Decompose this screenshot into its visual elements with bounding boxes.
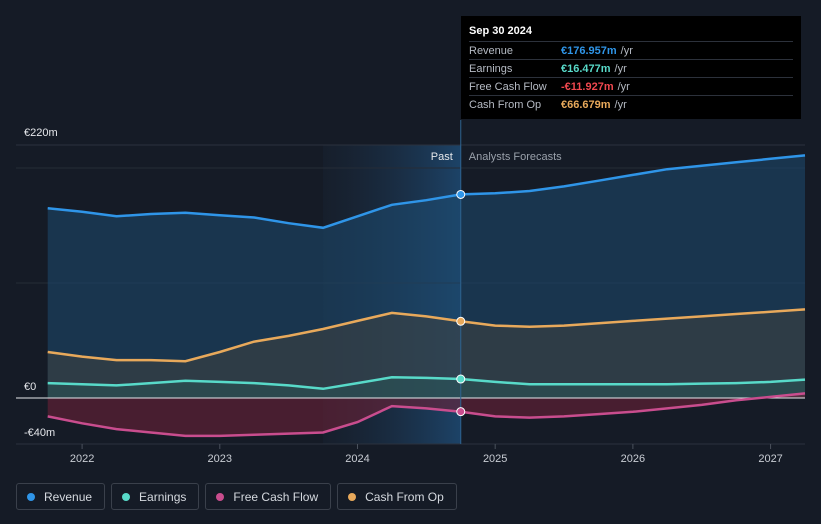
tooltip-value: -€11.927m	[561, 80, 614, 93]
tooltip-label: Free Cash Flow	[469, 80, 547, 93]
free-cash-flow-point	[456, 407, 466, 417]
tooltip-value: €176.957m	[561, 44, 617, 57]
free-cash-flow-area	[47, 393, 805, 436]
tooltip-label: Revenue	[469, 44, 514, 57]
past-label: Past	[431, 151, 453, 163]
tooltip-row-cash-from-op: Cash From Op €66.679m /yr	[469, 95, 793, 113]
tooltip-date: Sep 30 2024	[469, 25, 532, 37]
legend-item-free-cash-flow[interactable]: Free Cash Flow	[205, 483, 332, 510]
free-cash-flow-line	[47, 392, 806, 438]
legend-dot-icon	[27, 492, 35, 501]
y-tick-label: -€40m	[24, 427, 55, 439]
x-tick-label: 2026	[621, 453, 645, 465]
legend-label: Earnings	[139, 489, 187, 504]
cash-from-op-line	[47, 308, 806, 363]
tooltip-unit: /yr	[614, 98, 627, 111]
y-tick-label: €0	[24, 381, 36, 393]
legend-dot-icon	[122, 492, 131, 501]
legend-dot-icon	[348, 492, 357, 501]
cash-from-op-area	[47, 309, 805, 398]
earnings-area	[47, 377, 805, 398]
legend-label: Cash From Op	[365, 489, 444, 504]
revenue-point	[456, 189, 466, 199]
legend: Revenue Earnings Free Cash Flow Cash Fro…	[16, 483, 457, 510]
tooltip-unit: /yr	[620, 44, 633, 57]
revenue-line	[47, 154, 806, 230]
tooltip-unit: /yr	[614, 62, 627, 75]
tooltip-row-revenue: Revenue €176.957m /yr	[469, 41, 793, 59]
earnings-line	[47, 376, 806, 391]
legend-dot-icon	[216, 492, 225, 501]
tooltip: Sep 30 2024 Revenue €176.957m /yr Earnin…	[461, 16, 801, 119]
x-tick-label: 2023	[208, 453, 232, 465]
legend-item-cash-from-op[interactable]: Cash From Op	[337, 483, 457, 510]
x-tick-label: 2025	[483, 453, 507, 465]
legend-label: Revenue	[44, 489, 93, 504]
x-tick-label: 2024	[345, 453, 369, 465]
tooltip-label: Cash From Op	[469, 98, 542, 111]
legend-item-earnings[interactable]: Earnings	[111, 483, 200, 510]
forecast-label: Analysts Forecasts	[469, 151, 562, 163]
y-tick-label: €220m	[24, 127, 58, 139]
tooltip-label: Earnings	[469, 62, 513, 75]
tooltip-row-free-cash-flow: Free Cash Flow -€11.927m /yr	[469, 77, 793, 95]
tooltip-unit: /yr	[617, 80, 630, 93]
tooltip-row-earnings: Earnings €16.477m /yr	[469, 59, 793, 77]
legend-label: Free Cash Flow	[233, 489, 319, 504]
tooltip-value: €16.477m	[561, 62, 611, 75]
x-tick-label: 2022	[70, 453, 94, 465]
legend-item-revenue[interactable]: Revenue	[16, 483, 106, 510]
x-tick-label: 2027	[758, 453, 782, 465]
cash-from-op-point	[456, 316, 466, 326]
earnings-point	[456, 374, 466, 384]
tooltip-value: €66.679m	[561, 98, 611, 111]
